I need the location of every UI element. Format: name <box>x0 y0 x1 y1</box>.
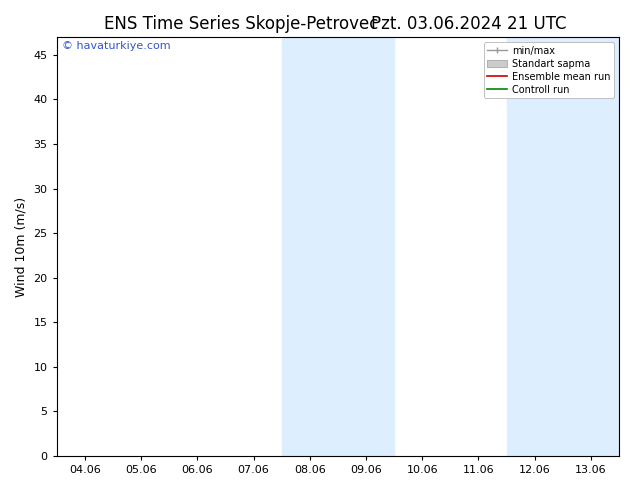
Legend: min/max, Standart sapma, Ensemble mean run, Controll run: min/max, Standart sapma, Ensemble mean r… <box>484 42 614 98</box>
Y-axis label: Wind 10m (m/s): Wind 10m (m/s) <box>15 196 28 296</box>
Bar <box>281 37 394 456</box>
Bar <box>507 37 619 456</box>
Text: ENS Time Series Skopje-Petrovec: ENS Time Series Skopje-Petrovec <box>104 15 378 33</box>
Text: © havaturkiye.com: © havaturkiye.com <box>62 41 171 51</box>
Text: Pzt. 03.06.2024 21 UTC: Pzt. 03.06.2024 21 UTC <box>372 15 567 33</box>
